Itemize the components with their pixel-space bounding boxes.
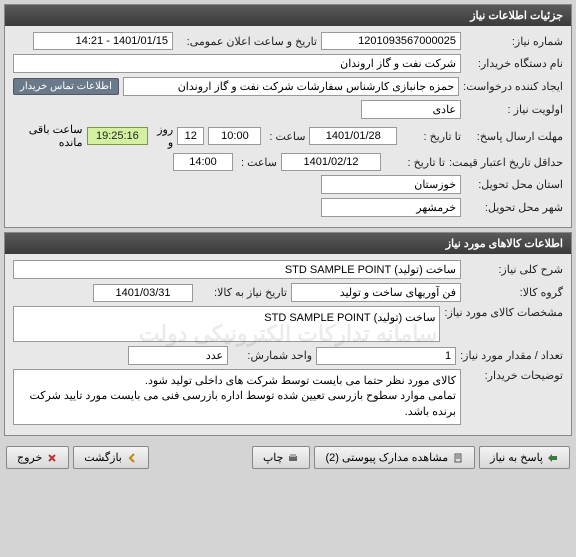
panel1-body: شماره نیاز: 1201093567000025 تاریخ و ساع…	[5, 26, 571, 227]
panel2-body: شرح کلی نیاز: ساخت (تولید) STD SAMPLE PO…	[5, 254, 571, 435]
row-city: شهر محل تحویل: خرمشهر	[13, 198, 563, 217]
need-number-field: 1201093567000025	[321, 32, 461, 50]
priority-label: اولویت نیاز :	[465, 103, 563, 116]
print-button[interactable]: چاپ	[252, 446, 311, 469]
back-button[interactable]: بازگشت	[73, 446, 149, 469]
validity-label: حداقل تاریخ اعتبار قیمت:	[449, 156, 563, 169]
respond-button[interactable]: پاسخ به نیاز	[479, 446, 570, 469]
unit-field: عدد	[128, 346, 228, 365]
city-label: شهر محل تحویل:	[465, 201, 563, 214]
announce-label: تاریخ و ساعت اعلان عمومی:	[177, 35, 317, 48]
row-qty: تعداد / مقدار مورد نیاز: 1 واحد شمارش: ع…	[13, 346, 563, 365]
group-field: فن آوریهای ساخت و تولید	[291, 283, 461, 302]
need-date-field: 1401/03/31	[93, 284, 193, 302]
province-field: خوزستان	[321, 175, 461, 194]
row-deadline: مهلت ارسال پاسخ: تا تاریخ : 1401/01/28 س…	[13, 123, 563, 149]
back-label: بازگشت	[84, 451, 122, 464]
need-info-panel: جزئیات اطلاعات نیاز شماره نیاز: 12010935…	[4, 4, 572, 228]
row-priority: اولویت نیاز : عادی	[13, 100, 563, 119]
contact-buyer-link[interactable]: اطلاعات تماس خریدار	[13, 78, 119, 95]
attachment-icon	[452, 452, 464, 464]
back-icon	[126, 452, 138, 464]
respond-label: پاسخ به نیاز	[490, 451, 543, 464]
time-label-1: ساعت :	[265, 130, 305, 143]
validity-date-field: 1401/02/12	[281, 153, 381, 171]
attachments-button[interactable]: مشاهده مدارک پیوستی (2)	[314, 446, 475, 469]
panel2-header: اطلاعات کالاهای مورد نیاز	[5, 233, 571, 254]
days-label: روز و	[152, 123, 173, 149]
row-validity: حداقل تاریخ اعتبار قیمت: تا تاریخ : 1401…	[13, 153, 563, 171]
row-notes: توضیحات خریدار: کالای مورد نظر حتما می ب…	[13, 369, 563, 425]
to-date-label: تا تاریخ :	[401, 130, 461, 143]
exit-icon	[46, 452, 58, 464]
group-label: گروه کالا:	[465, 286, 563, 299]
city-field: خرمشهر	[321, 198, 461, 217]
row-spec: مشخصات کالای مورد نیاز: ساخت (تولید) STD…	[13, 306, 563, 342]
province-label: استان محل تحویل:	[465, 178, 563, 191]
qty-label: تعداد / مقدار مورد نیاز:	[460, 349, 563, 362]
unit-label: واحد شمارش:	[232, 349, 312, 362]
creator-label: ایجاد کننده درخواست:	[463, 80, 563, 93]
deadline-time-field: 10:00	[208, 127, 261, 145]
exit-button[interactable]: خروج	[6, 446, 69, 469]
remain-label: ساعت باقی مانده	[13, 123, 83, 149]
reply-icon	[547, 452, 559, 464]
days-field: 12	[177, 127, 204, 145]
row-group: گروه کالا: فن آوریهای ساخت و تولید تاریخ…	[13, 283, 563, 302]
row-need-number: شماره نیاز: 1201093567000025 تاریخ و ساع…	[13, 32, 563, 50]
deadline-date-field: 1401/01/28	[309, 127, 397, 145]
desc-field: ساخت (تولید) STD SAMPLE POINT	[13, 260, 461, 279]
buyer-label: نام دستگاه خریدار:	[465, 57, 563, 70]
row-buyer: نام دستگاه خریدار: شرکت نفت و گاز اروندا…	[13, 54, 563, 73]
validity-time-field: 14:00	[173, 153, 233, 171]
buyer-field: شرکت نفت و گاز اروندان	[13, 54, 461, 73]
desc-label: شرح کلی نیاز:	[465, 263, 563, 276]
time-label-2: ساعت :	[237, 156, 277, 169]
announce-field: 1401/01/15 - 14:21	[33, 32, 173, 50]
creator-field: حمزه جانبازی کارشناس سفارشات شرکت نفت و …	[123, 77, 459, 96]
button-bar: پاسخ به نیاز مشاهده مدارک پیوستی (2) چاپ…	[0, 440, 576, 475]
button-spacer	[153, 446, 248, 469]
print-label: چاپ	[263, 451, 284, 464]
spec-label: مشخصات کالای مورد نیاز:	[444, 306, 563, 319]
qty-field: 1	[316, 347, 456, 365]
attachments-label: مشاهده مدارک پیوستی (2)	[325, 451, 448, 464]
notes-field: کالای مورد نظر حتما می بایست توسط شرکت ه…	[13, 369, 461, 425]
remaining-time-field: 19:25:16	[87, 127, 149, 145]
spec-field: ساخت (تولید) STD SAMPLE POINT	[13, 306, 440, 342]
row-province: استان محل تحویل: خوزستان	[13, 175, 563, 194]
to-date-label-2: تا تاریخ :	[385, 156, 445, 169]
row-desc: شرح کلی نیاز: ساخت (تولید) STD SAMPLE PO…	[13, 260, 563, 279]
panel1-header: جزئیات اطلاعات نیاز	[5, 5, 571, 26]
need-number-label: شماره نیاز:	[465, 35, 563, 48]
row-creator: ایجاد کننده درخواست: حمزه جانبازی کارشنا…	[13, 77, 563, 96]
exit-label: خروج	[17, 451, 42, 464]
notes-label: توضیحات خریدار:	[465, 369, 563, 382]
priority-field: عادی	[361, 100, 461, 119]
need-date-label: تاریخ نیاز به کالا:	[197, 286, 287, 299]
print-icon	[287, 452, 299, 464]
goods-info-panel: اطلاعات کالاهای مورد نیاز سامانه تدارکات…	[4, 232, 572, 436]
deadline-label: مهلت ارسال پاسخ:	[465, 130, 563, 143]
